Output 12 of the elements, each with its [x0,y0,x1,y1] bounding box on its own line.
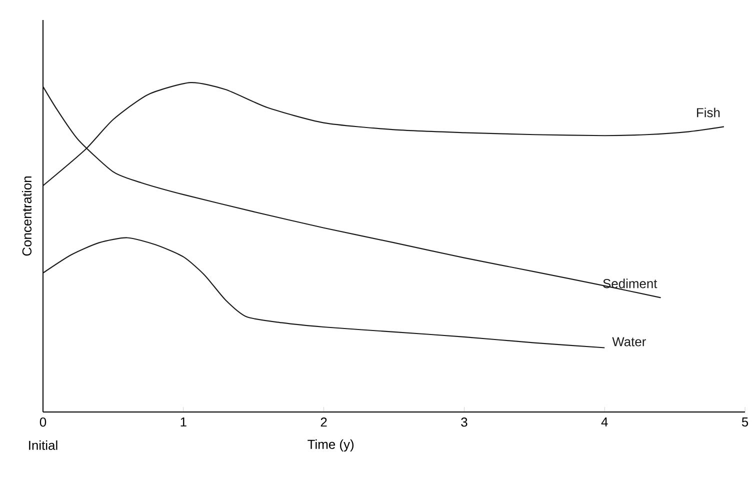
x-axis-title: Time (y) [308,439,354,452]
x-tick-label: 2 [320,418,327,427]
x-tick-label: 4 [601,418,608,426]
text: Initial [29,440,58,450]
series-label: Sediment [603,278,658,288]
x-tick-label: 0 [40,418,46,427]
y-axis-title: Concentration [22,176,32,256]
x-tick-label: 1 [180,418,186,426]
series-label: Fish [697,108,720,118]
x-tick-label: 5 [742,418,748,427]
series-label: Water [612,337,646,346]
x-tick-label: 3 [461,418,468,427]
